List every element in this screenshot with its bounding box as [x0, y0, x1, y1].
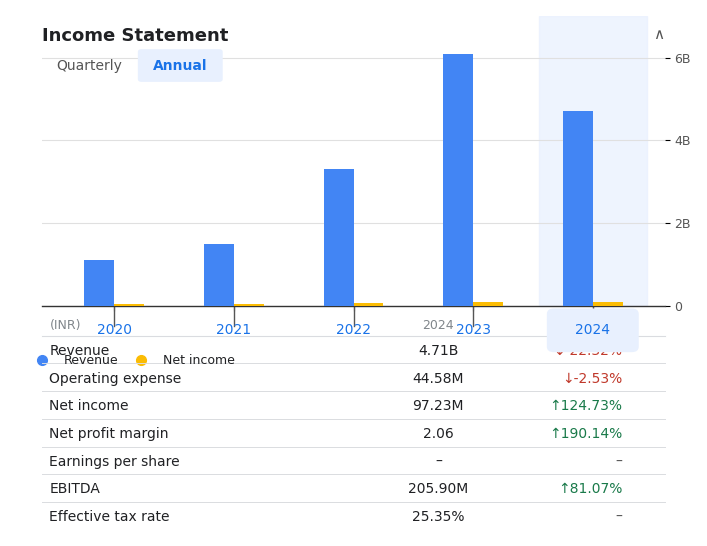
Text: ∧: ∧ — [653, 27, 665, 42]
Text: (INR): (INR) — [49, 319, 81, 333]
Bar — [324, 169, 354, 306]
Text: ↓-2.53%: ↓-2.53% — [562, 372, 622, 385]
Text: –: – — [435, 455, 442, 469]
Text: Operating expense: Operating expense — [49, 372, 182, 385]
Text: Income Statement: Income Statement — [42, 27, 229, 45]
Text: ↑124.73%: ↑124.73% — [549, 400, 622, 413]
Text: 25.35%: 25.35% — [412, 510, 464, 524]
Text: 2022: 2022 — [336, 323, 371, 337]
Bar — [592, 302, 623, 306]
Bar — [234, 304, 264, 306]
Text: Effective tax rate: Effective tax rate — [49, 510, 170, 524]
Text: Earnings per share: Earnings per share — [49, 455, 180, 469]
Text: –: – — [615, 510, 622, 524]
Bar — [539, 16, 647, 306]
Text: ↑81.07%: ↑81.07% — [558, 483, 622, 496]
Text: ↓-22.32%: ↓-22.32% — [553, 344, 622, 358]
Text: Net income: Net income — [163, 354, 235, 367]
Text: 205.90M: 205.90M — [408, 483, 469, 496]
Text: 4.71B: 4.71B — [418, 344, 459, 358]
Text: Net income: Net income — [49, 400, 129, 413]
Text: 2024: 2024 — [575, 323, 610, 337]
Bar — [84, 260, 115, 306]
Text: Annual: Annual — [153, 58, 208, 73]
Bar — [115, 304, 144, 306]
Text: Revenue: Revenue — [49, 344, 110, 358]
Text: 2020: 2020 — [97, 323, 132, 337]
Bar — [354, 303, 383, 306]
Bar — [443, 55, 473, 306]
Text: 2.06: 2.06 — [423, 427, 454, 441]
Text: 2021: 2021 — [216, 323, 252, 337]
Text: 44.58M: 44.58M — [413, 372, 464, 385]
Text: 2023: 2023 — [455, 323, 491, 337]
Text: 97.23M: 97.23M — [413, 400, 464, 413]
Text: ↑190.14%: ↑190.14% — [549, 427, 622, 441]
Text: EBITDA: EBITDA — [49, 483, 100, 496]
Text: Quarterly: Quarterly — [57, 58, 122, 73]
Text: 2024: 2024 — [423, 319, 454, 333]
Text: –: – — [615, 455, 622, 469]
Text: Revenue: Revenue — [64, 354, 118, 367]
Text: Net profit margin: Net profit margin — [49, 427, 169, 441]
Bar — [563, 111, 592, 306]
Bar — [473, 302, 503, 306]
Text: Y/Y CHANGE: Y/Y CHANGE — [547, 319, 622, 329]
Bar — [204, 244, 234, 306]
